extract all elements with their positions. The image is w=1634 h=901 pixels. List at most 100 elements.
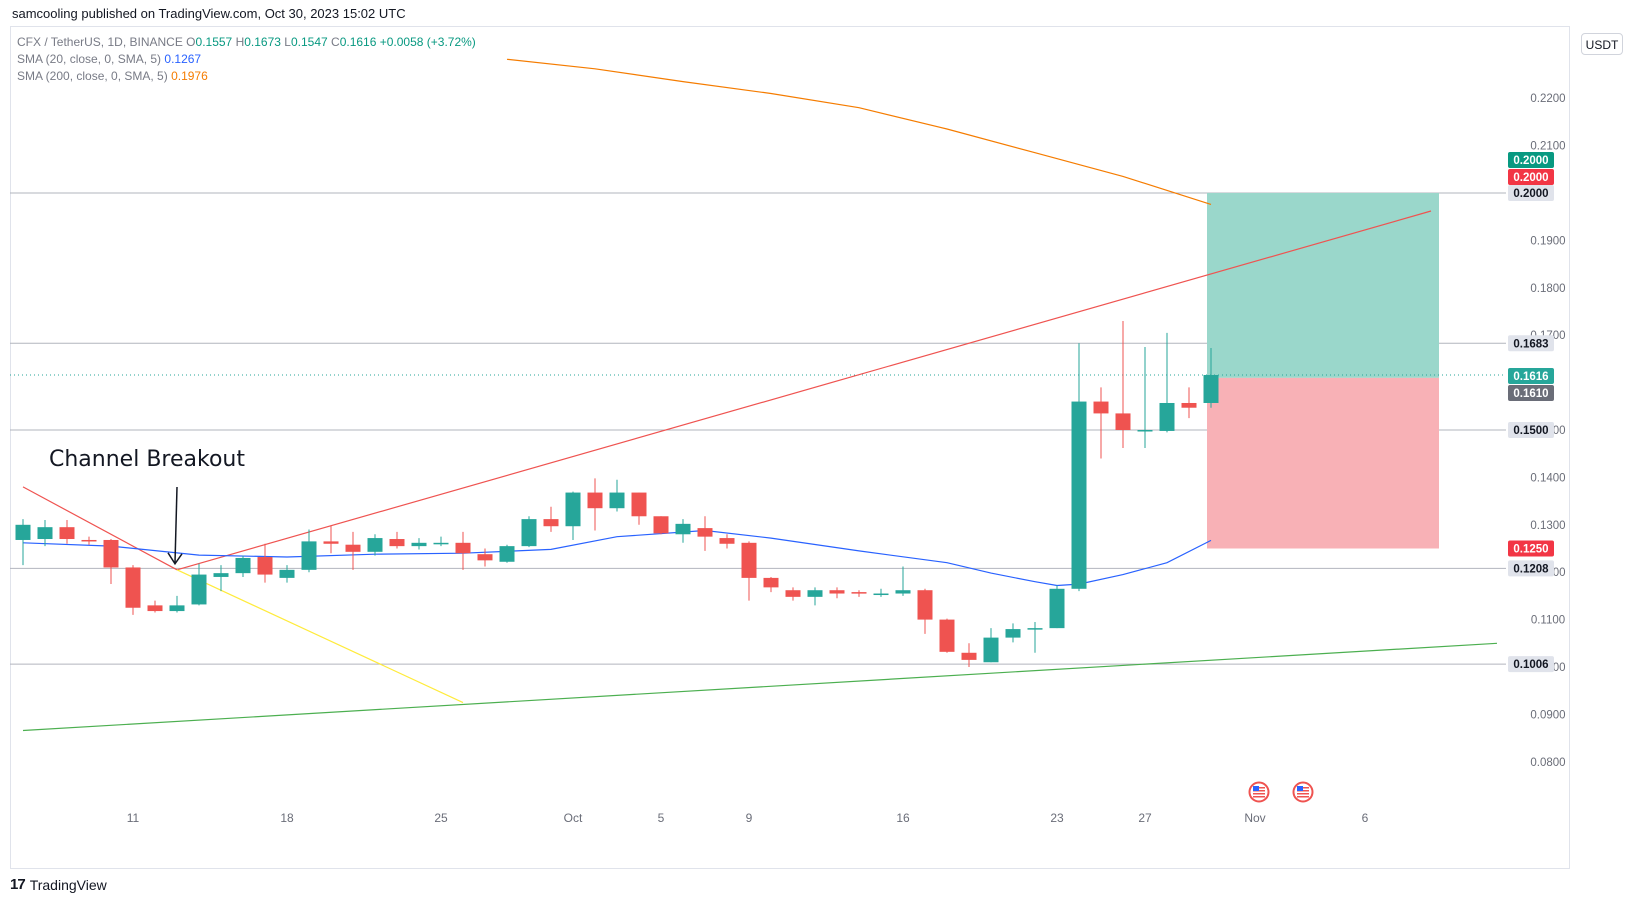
y-axis-tick-label: 0.1800 [1530,283,1565,295]
trendline-descending-channel [22,486,178,571]
annotation-arrow-line [174,486,178,563]
price-label-level: 0.2000 [1508,185,1554,201]
bearish-candle [961,643,977,667]
candle-body [609,492,625,509]
candle-body [477,554,493,561]
candle-body [653,516,669,534]
bearish-candle [455,531,471,570]
candle-body [345,544,361,552]
candle-body [961,652,977,660]
candle-body [895,590,911,594]
candle-body [169,605,185,612]
candle-body [807,590,823,597]
bearish-candle [741,541,757,601]
x-axis-tick-label: 23 [1050,811,1064,825]
legend-sma20-row[interactable]: SMA (20, close, 0, SMA, 5) 0.1267 [17,51,476,68]
price-label-text: 0.1006 [1513,659,1548,671]
profit-target-zone [1207,193,1439,378]
flag-stripe [1297,796,1309,798]
price-label-target: 0.2000 [1508,152,1554,168]
bearish-candle [697,516,713,551]
bullish-candle [191,563,207,606]
bullish-candle [1027,621,1043,653]
candle-body [1071,401,1087,589]
x-axis-tick-label: Oct [564,811,583,825]
candle-body [741,542,757,578]
bearish-candle [587,478,603,531]
price-label-box [1508,368,1554,384]
bearish-candle [653,516,669,535]
candle-body [59,527,75,540]
flag-ring [1248,781,1270,803]
candle-body [1005,629,1021,638]
bearish-candle [719,534,735,549]
bullish-candle [213,565,229,592]
legend-sma200-row[interactable]: SMA (200, close, 0, SMA, 5) 0.1976 [17,68,476,85]
bullish-candle [1005,623,1021,643]
price-label-level: 0.1006 [1508,656,1554,673]
candle-body [851,592,867,594]
price-label-box [1508,152,1554,168]
legend-change: +0.0058 (+3.72%) [379,35,476,49]
bearish-candle [939,618,955,653]
y-axis-tick-label: 0.1400 [1530,472,1565,484]
bullish-candle [235,555,251,577]
price-label-stop-tag: 0.2000 [1508,169,1554,185]
sma200-line [506,58,1212,205]
us-flag-event-1-icon [1248,781,1270,803]
price-label-text: 0.1208 [1513,563,1549,575]
price-label-text: 0.1250 [1513,544,1548,556]
flag-stripe [1253,796,1265,798]
tradingview-logo[interactable]: 17 TradingView [10,876,107,893]
candle-body [829,590,845,594]
candle-body [785,590,801,597]
candle-body [191,574,207,605]
price-label-text: 0.2000 [1513,155,1548,167]
trendline-descending-extension [176,569,464,704]
legend-low-value: 0.1547 [290,35,328,49]
legend-high-value: 0.1673 [244,35,281,49]
bullish-candle [1071,343,1087,592]
tradingview-logo-icon: 17 [10,876,26,893]
candle-body [81,539,97,542]
currency-button[interactable]: USDT [1581,33,1623,55]
price-label-text: 0.1500 [1513,425,1548,437]
legend-symbol[interactable]: CFX / TetherUS, 1D, BINANCE [17,35,183,49]
candle-body [917,590,933,620]
candle-body [125,567,141,608]
price-label-text: 0.2000 [1513,188,1548,200]
price-label-box [1508,422,1554,438]
y-axis-tick-label: 0.1900 [1530,235,1565,247]
bearish-candle [1181,387,1197,419]
legend-sma200-value: 0.1976 [171,69,208,83]
bullish-candle [675,519,691,543]
price-label-stop: 0.1250 [1508,540,1554,557]
bearish-candle [1093,387,1109,459]
candle-body [37,527,53,540]
y-axis-tick-label: 0.1100 [1531,615,1565,627]
bearish-candle [1115,320,1131,449]
candle-body [983,637,999,663]
bearish-candle [103,539,119,585]
candle-body [257,557,273,575]
bullish-candle [411,538,427,550]
candle-body [279,569,295,578]
bullish-candle [1203,347,1219,408]
flag-canton [1253,786,1259,791]
candle-body [543,519,559,527]
price-label-box [1508,185,1554,201]
trendline-resistance [176,210,1432,571]
candle-body [697,528,713,537]
candle-body [939,619,955,652]
candle-body [873,593,889,596]
bullish-candle [301,529,317,573]
price-label-box [1508,169,1554,185]
candle-body [433,542,449,545]
bullish-candle [609,479,625,512]
legend-open-value: 0.1557 [195,35,233,49]
candle-body [631,492,647,517]
chart-frame[interactable] [10,26,1570,869]
bearish-candle [323,525,339,554]
flag-stripe [1297,793,1309,795]
